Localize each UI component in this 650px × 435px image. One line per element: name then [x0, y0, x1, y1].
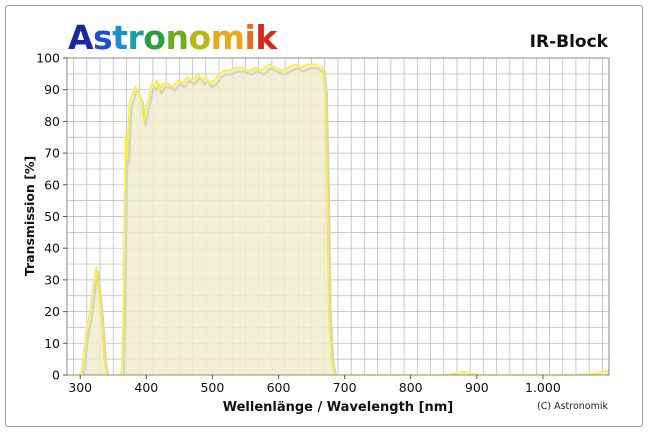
- x-tick-label: 1.000: [525, 380, 561, 395]
- brand-letter: k: [255, 18, 278, 57]
- y-tick-label: 60: [44, 177, 60, 192]
- brand-letter: m: [211, 18, 245, 57]
- y-axis: 0 10 20 30 40 50 60 70 80 90 100: [36, 51, 67, 383]
- y-tick-label: 40: [44, 241, 60, 256]
- brand-letter: o: [143, 18, 165, 57]
- x-tick-label: 800: [399, 380, 423, 395]
- y-tick-label: 50: [44, 209, 60, 224]
- brand-letter: n: [165, 18, 188, 57]
- brand-logo: Astronomik: [68, 18, 278, 57]
- x-tick-label: 400: [134, 380, 158, 395]
- y-tick-label: 10: [44, 336, 60, 351]
- x-tick-label: 900: [465, 380, 489, 395]
- brand-letter: t: [112, 18, 128, 57]
- transmission-area: [67, 63, 609, 375]
- transmission-curve: [67, 63, 609, 375]
- brand-letter: i: [245, 18, 256, 57]
- brand-letter: A: [68, 18, 94, 57]
- y-tick-label: 30: [44, 272, 60, 287]
- copyright-text: (C) Astronomik: [537, 401, 608, 412]
- y-tick-label: 100: [36, 51, 60, 66]
- transmission-fill: [67, 64, 609, 375]
- x-tick-label: 500: [200, 380, 224, 395]
- y-tick-label: 0: [52, 368, 60, 383]
- x-tick-label: 700: [333, 380, 357, 395]
- y-tick-label: 90: [44, 82, 60, 97]
- y-tick-label: 20: [44, 304, 60, 319]
- x-tick-label: 600: [267, 380, 291, 395]
- brand-letter: s: [93, 18, 112, 57]
- brand-letter: o: [188, 18, 210, 57]
- x-axis-label: Wellenlänge / Wavelength [nm]: [223, 400, 454, 415]
- x-tick-label: 300: [68, 380, 92, 395]
- y-axis-label: Transmission [%]: [22, 156, 37, 276]
- x-axis: 300 400 500 600 700 800 900 1.000: [68, 375, 561, 395]
- y-tick-label: 80: [44, 114, 60, 129]
- brand-letter: r: [127, 18, 144, 57]
- y-tick-label: 70: [44, 146, 60, 161]
- product-title: IR-Block: [530, 32, 609, 52]
